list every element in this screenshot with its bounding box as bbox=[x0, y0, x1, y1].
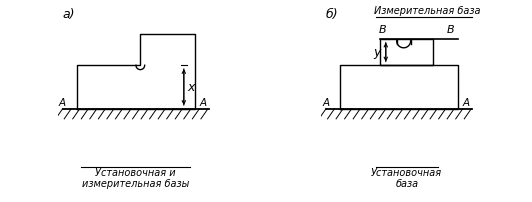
Text: а): а) bbox=[63, 8, 75, 21]
Text: Установочная
база: Установочная база bbox=[371, 168, 442, 189]
Text: x: x bbox=[188, 81, 195, 94]
Text: А: А bbox=[59, 98, 66, 108]
Text: А: А bbox=[322, 98, 329, 108]
Text: В: В bbox=[446, 25, 454, 35]
Text: б): б) bbox=[326, 8, 338, 21]
Text: А: А bbox=[200, 98, 206, 108]
Text: А: А bbox=[463, 98, 470, 108]
Text: Измерительная база: Измерительная база bbox=[373, 5, 480, 16]
Text: Установочная и
измерительная базы: Установочная и измерительная базы bbox=[82, 168, 189, 189]
Text: В: В bbox=[379, 25, 386, 35]
Text: у: у bbox=[373, 46, 380, 59]
